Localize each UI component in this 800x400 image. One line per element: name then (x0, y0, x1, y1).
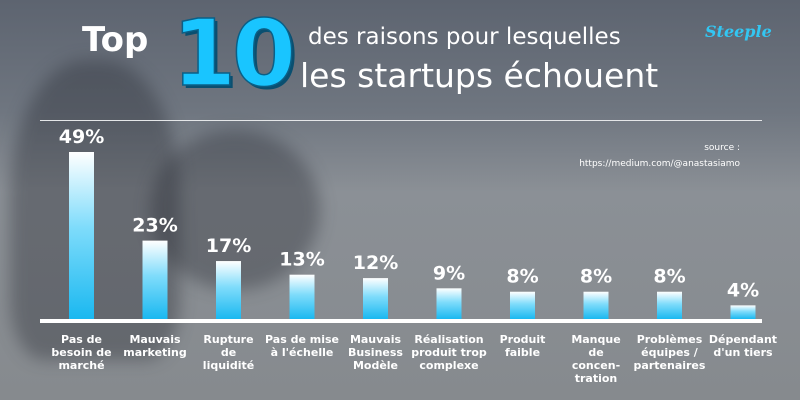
category-label-line: d'un tiers (713, 346, 773, 359)
category-label-line: Modèle (353, 359, 398, 372)
title-block: Top 10 des raisons pour lesquelles les s… (0, 0, 800, 120)
value-label-8: 8% (580, 266, 612, 288)
category-label-line: produit trop (411, 346, 487, 359)
bar-8 (583, 291, 609, 319)
bars-group (69, 152, 756, 319)
bar-9 (657, 291, 682, 319)
bar-4 (289, 274, 315, 319)
category-label-line: Pas de (61, 333, 102, 346)
category-label-8: Manque de concen-tration (571, 333, 620, 385)
value-label-3: 17% (206, 235, 251, 257)
category-label-line: liquidité (203, 359, 254, 372)
bar-3 (216, 261, 241, 319)
category-label-line: Mauvais (350, 333, 402, 346)
category-label-line: équipes / (641, 346, 699, 359)
source-note: source : https://medium.com/@anastasiamo (560, 140, 740, 172)
category-label-7: Produit faible (500, 333, 546, 359)
category-label-10: Dépendant d'un tiers (709, 333, 777, 359)
category-label-line: faible (505, 346, 540, 359)
value-label-1: 49% (59, 126, 104, 148)
bar-10 (730, 305, 756, 319)
category-label-line: de (221, 346, 236, 359)
category-label-line: de (588, 346, 603, 359)
bar-5 (363, 278, 388, 319)
category-label-line: Problèmes (637, 333, 703, 346)
category-label-2: Mauvais marketing (123, 333, 187, 359)
bar-6 (436, 288, 462, 319)
category-label-line: Réalisation (414, 333, 483, 346)
value-label-6: 9% (433, 262, 465, 284)
category-label-line: besoin de (51, 346, 111, 359)
category-label-line: Dépendant (709, 333, 777, 346)
category-label-line: tration (575, 372, 618, 385)
value-label-4: 13% (279, 249, 324, 271)
title-line-2: les startups échouent (300, 56, 659, 95)
category-label-line: Pas de mise (265, 333, 339, 346)
category-label-line: Business (348, 346, 403, 359)
header-divider (40, 120, 762, 121)
category-label-line: à l'échelle (271, 346, 334, 359)
value-label-2: 23% (132, 215, 177, 237)
value-label-7: 8% (506, 266, 538, 288)
title-number: 10 (171, 0, 297, 107)
category-label-9: Problèmes équipes / partenaires (634, 333, 706, 372)
category-label-line: marketing (123, 346, 187, 359)
category-label-1: Pas de besoin de marché (51, 333, 111, 372)
chart-baseline (40, 319, 762, 323)
category-label-line: Produit (500, 333, 546, 346)
steeple-logo: Steeple (705, 22, 772, 41)
category-label-3: Rupture de liquidité (203, 333, 254, 372)
bar-2 (142, 240, 168, 319)
category-label-5: Mauvais Business Modèle (348, 333, 403, 372)
category-label-line: Manque (571, 333, 620, 346)
value-label-5: 12% (353, 252, 398, 274)
value-label-9: 8% (653, 266, 685, 288)
category-label-line: Rupture (203, 333, 253, 346)
category-label-line: partenaires (634, 359, 706, 372)
title-top: Top (82, 20, 149, 60)
source-label: source : (704, 143, 740, 153)
category-label-6: Réalisation produit trop complexe (411, 333, 487, 372)
category-label-4: Pas de mise à l'échelle (265, 333, 339, 359)
bar-7 (510, 291, 535, 319)
category-label-line: marché (58, 359, 104, 372)
category-label-line: Mauvais (129, 333, 181, 346)
bar-1 (69, 152, 94, 319)
category-label-line: complexe (419, 359, 478, 372)
title-line-1: des raisons pour lesquelles (308, 24, 621, 50)
source-url: https://medium.com/@anastasiamo (579, 159, 740, 169)
category-label-line: concen- (572, 359, 620, 372)
value-label-10: 4% (727, 279, 759, 301)
